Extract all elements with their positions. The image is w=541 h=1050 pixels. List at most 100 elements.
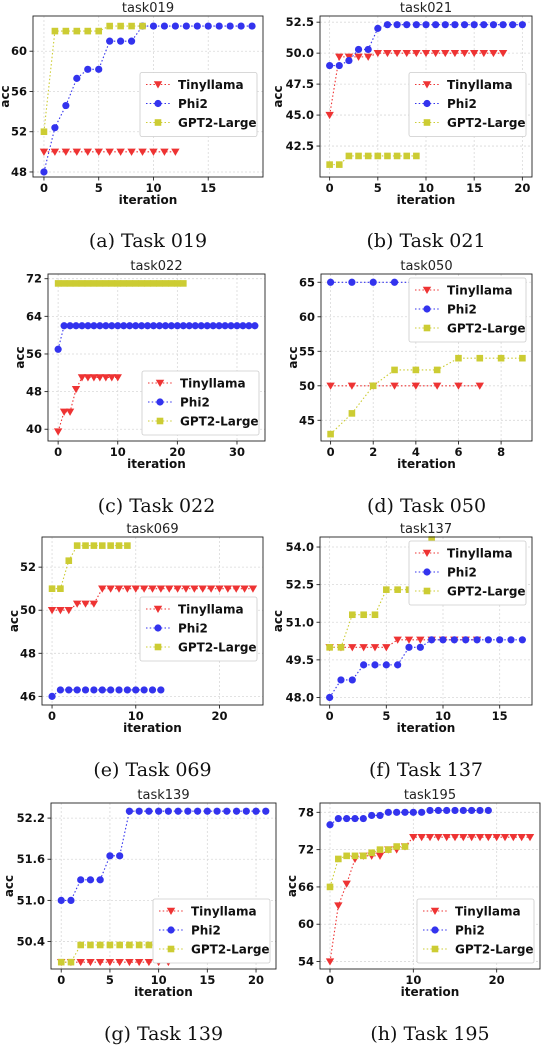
legend-label: Phi2 [455, 924, 485, 938]
data-point [432, 382, 442, 390]
data-point [215, 585, 224, 593]
data-point [73, 686, 81, 694]
data-point [337, 676, 345, 684]
y-tick-label: 56 [11, 84, 27, 98]
data-point [467, 833, 476, 842]
data-point [335, 161, 343, 168]
y-tick-label: 52 [11, 125, 27, 139]
data-point [173, 322, 181, 330]
series-GPT2-Large [54, 280, 187, 287]
data-point [138, 280, 145, 287]
x-tick-label: 10 [110, 445, 126, 459]
data-point [252, 807, 260, 815]
legend-label: GPT2-Large [447, 116, 526, 130]
data-point [131, 585, 140, 593]
data-point [455, 354, 462, 362]
data-point [95, 958, 105, 967]
series-GPT2-Large [40, 22, 146, 136]
x-tick-label: 0 [54, 445, 62, 459]
legend: Tinyllama Phi2 GPT2-Large [141, 370, 260, 436]
data-point [233, 322, 241, 330]
data-point [126, 280, 133, 287]
data-point [57, 585, 64, 592]
data-point [78, 280, 86, 287]
y-tick-label: 45 [299, 413, 315, 427]
x-tick-label: 20 [489, 973, 505, 987]
data-point [66, 322, 74, 330]
x-tick-label: 15 [492, 709, 508, 723]
legend-label: Phi2 [447, 97, 477, 111]
data-point [165, 585, 174, 593]
data-point [73, 542, 81, 549]
legend-item-GPT2-Large: GPT2-Large [159, 943, 270, 957]
series-Tinyllama [325, 49, 508, 120]
data-point [203, 322, 211, 330]
data-point [342, 880, 351, 888]
legend-label: Tinyllama [447, 547, 513, 561]
data-point [72, 148, 82, 156]
data-point [149, 322, 158, 330]
data-point [77, 876, 85, 884]
data-point [132, 322, 140, 330]
data-point [156, 585, 166, 593]
data-point [232, 807, 241, 815]
series-Tinyllama [325, 636, 482, 652]
legend-item-GPT2-Large: GPT2-Large [146, 641, 257, 655]
data-point [139, 585, 149, 593]
data-point [484, 806, 492, 815]
data-point [370, 644, 380, 652]
data-point [132, 686, 140, 694]
chart-panel-task137: 0 5 10 15 48.0 49.5 51.0 52.5 54.0 task137 iterati… [271, 522, 533, 781]
data-point [484, 833, 493, 842]
legend-item-GPT2-Large: GPT2-Large [423, 943, 534, 957]
series-GPT2-Large [48, 542, 131, 592]
data-point [126, 941, 133, 949]
data-point [347, 382, 357, 390]
data-point [96, 322, 104, 330]
series-line [329, 809, 489, 826]
data-point [325, 111, 334, 120]
legend-marker [156, 398, 164, 406]
x-axis-label: iteration [397, 721, 456, 735]
y-tick-label: 50.0 [286, 46, 314, 60]
legend-item-Phi2: Phi2 [146, 97, 208, 111]
legend-label: Tinyllama [455, 905, 521, 919]
series-Phi2 [57, 807, 270, 905]
data-point [162, 280, 169, 287]
data-point [498, 49, 508, 58]
data-point [134, 958, 144, 967]
legend-label: Tinyllama [178, 603, 244, 617]
y-tick-label: 51.6 [17, 852, 45, 866]
y-tick-label: 45.0 [286, 108, 314, 122]
data-point [368, 811, 376, 820]
data-point [101, 374, 111, 382]
data-point [90, 280, 98, 287]
data-point [432, 21, 440, 29]
data-point [83, 148, 92, 156]
data-point [106, 941, 114, 949]
data-point [360, 661, 368, 669]
data-point [39, 148, 49, 156]
data-point [348, 410, 356, 417]
chart-title: task019 [122, 1, 174, 16]
data-point [167, 322, 176, 330]
data-point [40, 128, 48, 136]
data-point [125, 807, 134, 815]
data-point [433, 366, 441, 374]
data-point [98, 542, 106, 549]
chart-title: task050 [400, 259, 452, 274]
data-point [359, 814, 367, 823]
x-tick-label: 0 [40, 181, 48, 195]
series-line [43, 25, 143, 132]
legend: Tinyllama Phi2 GPT2-Large [152, 898, 271, 964]
data-point [492, 833, 501, 842]
y-axis-label: acc [0, 85, 12, 107]
legend-marker [167, 926, 175, 934]
data-point [335, 53, 344, 61]
legend-label: GPT2-Large [178, 641, 257, 655]
data-point [124, 542, 131, 549]
subfigure-caption: (g) Task 139 [104, 1023, 223, 1045]
x-tick-label: 10 [435, 709, 451, 723]
legend-item-Tinyllama: Tinyllama [415, 78, 513, 92]
data-point [416, 643, 424, 651]
